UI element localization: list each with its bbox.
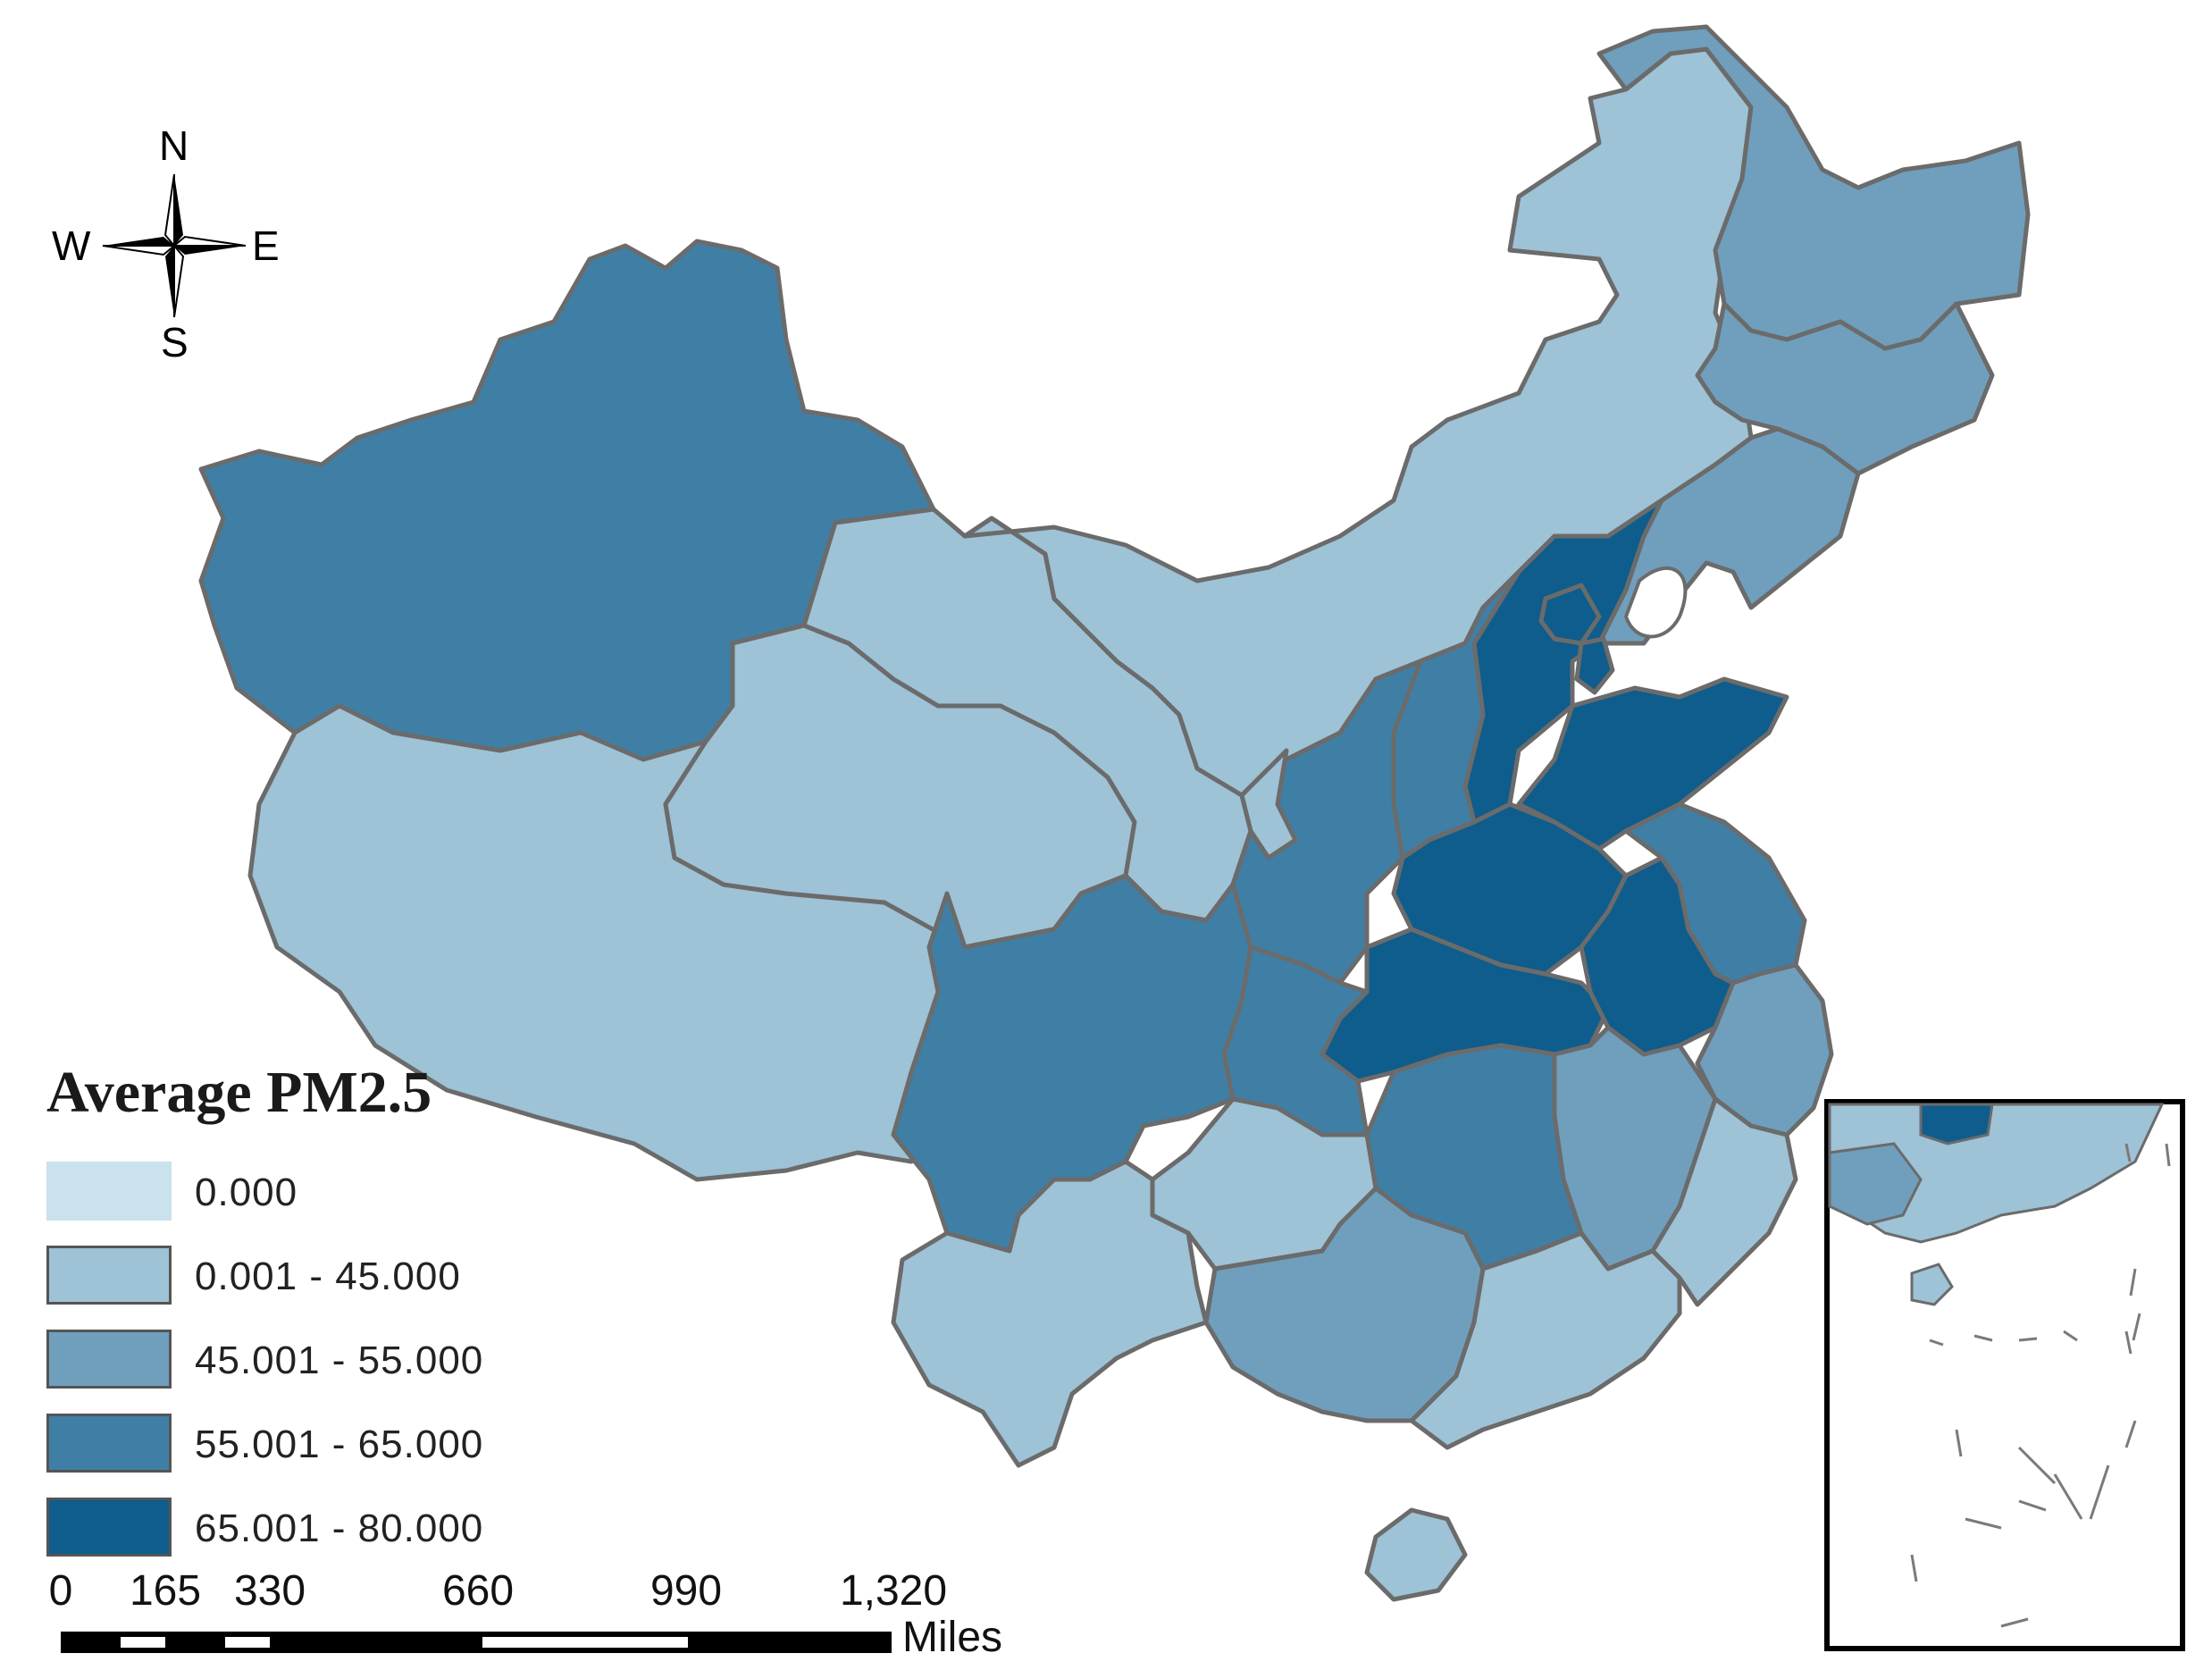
legend-label-3: 55.001 - 65.000 [195, 1422, 484, 1466]
legend-item-0: 0.000 [46, 1162, 547, 1224]
legend-swatch-2 [46, 1330, 172, 1389]
region-ningxia [1239, 748, 1298, 860]
compass-east-label: E [252, 222, 280, 269]
compass-rose [102, 173, 247, 318]
scale-tick-3: 660 [441, 1567, 515, 1615]
scale-tick-1: 165 [129, 1567, 202, 1615]
legend-label-2: 45.001 - 55.000 [195, 1339, 484, 1382]
scale-tick-2: 330 [233, 1567, 306, 1615]
region-hainan [1364, 1507, 1468, 1602]
region-tianjin [1574, 636, 1615, 695]
region-jilin [1695, 301, 1995, 476]
scale-tick-0: 0 [48, 1567, 73, 1615]
legend-item-4: 65.001 - 80.000 [46, 1498, 547, 1560]
legend-swatch-4 [46, 1498, 172, 1557]
compass-north-label: N [159, 122, 189, 169]
region-sichuan [891, 873, 1253, 1254]
region-shandong [1516, 676, 1789, 852]
legend-swatch-0 [46, 1162, 172, 1221]
legend-swatch-3 [46, 1414, 172, 1473]
inset-hainan [1910, 1263, 1954, 1306]
south-china-sea-inset [1824, 1099, 2185, 1651]
legend-item-3: 55.001 - 65.000 [46, 1414, 547, 1476]
compass-south-label: S [161, 319, 189, 365]
inset-henan-patch [1919, 1103, 1994, 1146]
province-layer [198, 24, 2138, 1602]
legend-swatch-1 [46, 1246, 172, 1305]
legend-item-1: 0.001 - 45.000 [46, 1246, 547, 1308]
inset-hunan-patch [1828, 1142, 1923, 1226]
legend-title: Average PM2.5 [46, 1060, 432, 1125]
legend-label-4: 65.001 - 80.000 [195, 1506, 484, 1550]
legend-label-0: 0.000 [195, 1171, 298, 1214]
legend-item-2: 45.001 - 55.000 [46, 1330, 547, 1392]
region-fujian [1650, 1096, 1798, 1307]
scale-tick-5: 1,320 [839, 1567, 948, 1615]
inset-islands [1910, 1143, 2171, 1628]
bohai-coastline [1623, 566, 1688, 639]
scale-unit-label: Miles [902, 1614, 1003, 1661]
legend-label-1: 0.001 - 45.000 [195, 1255, 461, 1298]
scale-bar [61, 1632, 892, 1653]
scale-tick-4: 990 [649, 1567, 723, 1615]
region-guangdong [1409, 1230, 1682, 1450]
compass-west-label: W [52, 222, 91, 269]
